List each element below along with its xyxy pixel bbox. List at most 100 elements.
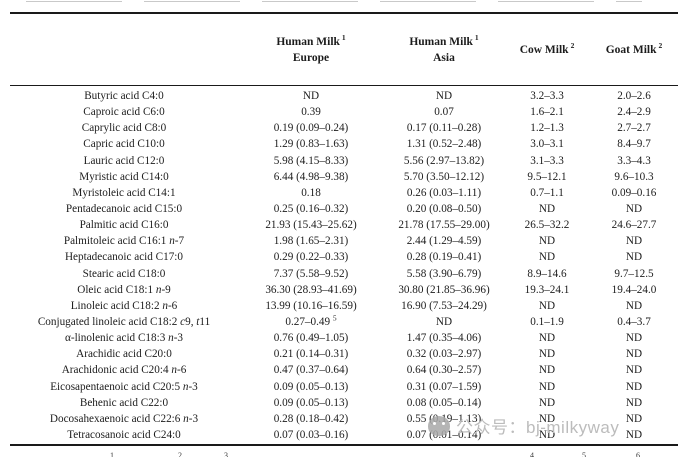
value-goat-milk: 0.09–0.16 [611,186,657,199]
value-cow-milk: ND [538,412,556,425]
value-human-milk-asia: 16.90 (7.53–24.29) [401,299,487,312]
fatty-acid-name: Arachidonic acid C20:4 n-6 [61,364,187,377]
table-row: Tetracosanoic acid C24:0 0.07 (0.03–0.16)… [10,427,678,443]
value-cow-milk: ND [538,203,556,216]
fatty-acid-name: Capric acid C10:0 [83,138,165,151]
header-cell-human-milk-europe: Human Milk 1 Europe [238,32,384,66]
value-human-milk-asia: ND [435,90,453,103]
value-cow-milk: ND [538,380,556,393]
value-goat-milk: ND [625,364,643,377]
value-cow-milk: 26.5–32.2 [524,219,570,232]
value-goat-milk: 9.6–10.3 [614,170,654,183]
value-cow-milk: ND [538,299,556,312]
table-row: Myristic acid C14:0 6.44 (4.98–9.38) 5.70 … [10,169,678,185]
value-human-milk-asia: 0.55 (0.19–1.13) [406,412,482,425]
value-human-milk-europe: 0.76 (0.49–1.05) [273,332,349,345]
footnote-marker: 1 [110,451,114,457]
value-human-milk-europe: 0.39 [301,106,321,119]
header-subtitle: Europe [292,51,330,64]
table-row: Capric acid C10:0 1.29 (0.83–1.63) 1.31 (0… [10,136,678,152]
value-goat-milk: 2.0–2.6 [617,90,651,103]
fatty-acid-name: Palmitic acid C16:0 [79,219,169,232]
value-human-milk-europe: 0.19 (0.09–0.24) [273,122,349,135]
table-row: Arachidic acid C20:0 0.21 (0.14–0.31) 0.32… [10,346,678,362]
fatty-acid-name: Caprylic acid C8:0 [81,122,167,135]
value-human-milk-asia: 0.31 (0.07–1.59) [406,380,482,393]
value-human-milk-europe: ND [302,90,320,103]
value-human-milk-asia: 0.17 (0.11–0.28) [406,122,482,135]
fatty-acid-name: Butyric acid C4:0 [84,90,164,103]
value-human-milk-asia: 0.20 (0.08–0.50) [406,203,482,216]
value-human-milk-asia: 21.78 (17.55–29.00) [398,219,490,232]
table-row: Caproic acid C6:0 0.39 0.07 1.6–2.1 2.4–2.9 [10,104,678,120]
value-human-milk-europe: 0.21 (0.14–0.31) [273,348,349,361]
header-title: Goat Milk 2 [605,40,663,56]
value-goat-milk: 3.3–4.3 [617,154,651,167]
table-row: Myristoleic acid C14:1 0.18 0.26 (0.03–1.1… [10,185,678,201]
value-cow-milk: 8.9–14.6 [527,267,567,280]
value-cow-milk: ND [538,364,556,377]
fatty-acid-name: Linoleic acid C18:2 n-6 [70,299,178,312]
table-row: α-linolenic acid C18:3 n-3 0.76 (0.49–1.0… [10,330,678,346]
value-human-milk-europe: 13.99 (10.16–16.59) [265,299,357,312]
value-cow-milk: 0.1–1.9 [530,316,564,329]
value-cow-milk: ND [538,348,556,361]
header-title: Human Milk 1 [409,32,479,48]
header-cell-human-milk-asia: Human Milk 1 Asia [384,32,504,66]
value-cow-milk: ND [538,396,556,409]
table-row: Palmitic acid C16:0 21.93 (15.43–25.62) 21… [10,217,678,233]
value-goat-milk: ND [625,203,643,216]
footnote-ref: 2 [658,40,663,50]
value-goat-milk: 19.4–24.0 [611,283,657,296]
value-human-milk-asia: 0.07 (0.01–0.14) [406,429,482,442]
header-title: Cow Milk 2 [519,40,575,56]
value-goat-milk: ND [625,396,643,409]
fatty-acid-name: Palmitoleic acid C16:1 n-7 [63,235,185,248]
table-row: Lauric acid C12:0 5.98 (4.15–8.33) 5.56 (2… [10,153,678,169]
table-header: Human Milk 1 Europe Human Milk 1 Asia Cow … [10,14,678,85]
value-cow-milk: ND [538,235,556,248]
value-human-milk-europe: 36.30 (28.93–41.69) [265,283,357,296]
table-row: Stearic acid C18:0 7.37 (5.58–9.52) 5.58 (… [10,266,678,282]
value-human-milk-europe: 0.18 [301,186,321,199]
footnote-marker: 3 [224,451,228,457]
table-row: Docosahexaenoic acid C22:6 n-3 0.28 (0.18… [10,411,678,427]
table-row: Heptadecanoic acid C17:0 0.29 (0.22–0.33)… [10,249,678,265]
cropped-content-remnant [26,1,642,2]
value-human-milk-europe: 1.98 (1.65–2.31) [273,235,349,248]
fatty-acid-name: Lauric acid C12:0 [83,154,165,167]
value-human-milk-asia: 5.58 (3.90–6.79) [406,267,482,280]
value-cow-milk: 19.3–24.1 [524,283,570,296]
value-goat-milk: ND [625,412,643,425]
value-cow-milk: 9.5–12.1 [527,170,567,183]
table-row: Caprylic acid C8:0 0.19 (0.09–0.24) 0.17 (… [10,120,678,136]
value-human-milk-asia: 0.26 (0.03–1.11) [406,186,482,199]
value-human-milk-europe: 6.44 (4.98–9.38) [273,170,349,183]
footnote-marker: 4 [530,451,534,457]
value-human-milk-asia: 0.07 [434,106,454,119]
value-human-milk-asia: 0.08 (0.05–0.14) [406,396,482,409]
value-goat-milk: ND [625,380,643,393]
fatty-acid-name: Arachidic acid C20:0 [76,348,172,361]
table-row: Palmitoleic acid C16:1 n-7 1.98 (1.65–2.3… [10,233,678,249]
value-human-milk-asia: 1.47 (0.35–4.06) [406,332,482,345]
table-row: Arachidonic acid C20:4 n-6 0.47 (0.37–0.6… [10,362,678,378]
table-bottom-rule [10,444,678,446]
value-goat-milk: ND [625,299,643,312]
table-row: Butyric acid C4:0 ND ND 3.2–3.3 2.0–2.6 [10,88,678,104]
value-human-milk-asia: ND [435,316,453,329]
footnote-ref: 1 [474,32,479,42]
value-human-milk-europe: 1.29 (0.83–1.63) [273,138,349,151]
value-human-milk-asia: 0.28 (0.19–0.41) [406,251,482,264]
value-human-milk-europe: 0.25 (0.16–0.32) [273,203,349,216]
value-human-milk-europe: 0.09 (0.05–0.13) [273,396,349,409]
table-row: Oleic acid C18:1 n-9 36.30 (28.93–41.69) 3… [10,282,678,298]
footnote-marker: 2 [178,451,182,457]
fatty-acid-name: Oleic acid C18:1 n-9 [77,283,171,296]
value-cow-milk: 1.6–2.1 [530,106,564,119]
table-row: Behenic acid C22:0 0.09 (0.05–0.13) 0.08 (… [10,395,678,411]
header-title: Human Milk 1 [276,32,346,48]
value-goat-milk: ND [625,235,643,248]
value-cow-milk: 3.1–3.3 [530,154,564,167]
value-human-milk-europe: 7.37 (5.58–9.52) [273,267,349,280]
